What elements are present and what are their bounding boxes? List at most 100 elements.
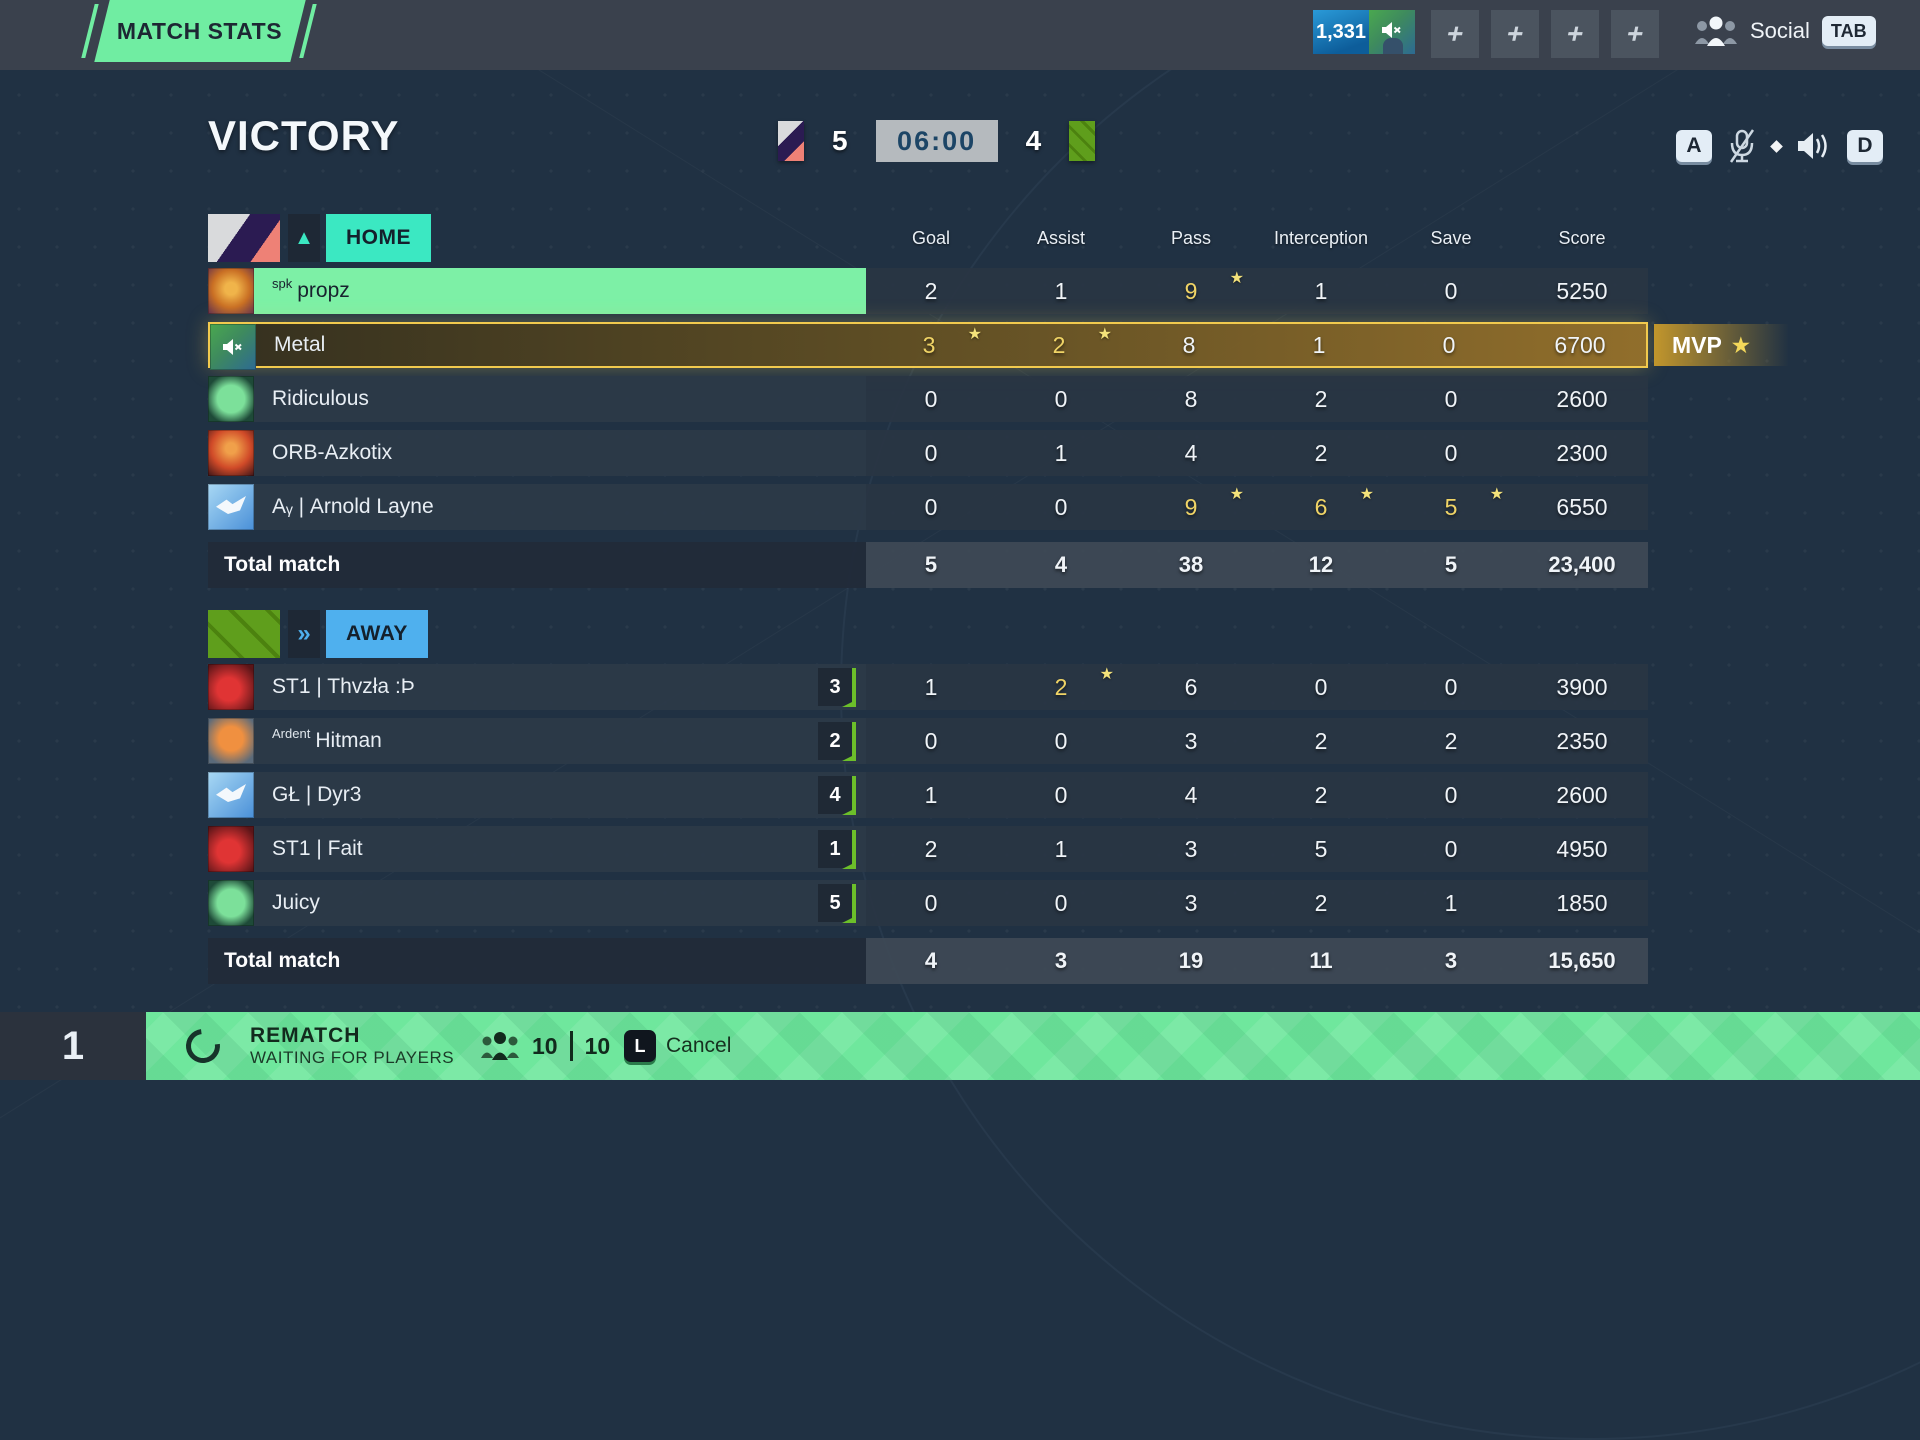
column-header-assist: Assist [1036, 227, 1085, 248]
stat-save: 0 [1444, 781, 1458, 808]
player-title-prefix: spk [272, 276, 293, 291]
player-name: Ridiculous [272, 387, 369, 410]
player-stats: 0 0 9 ★ 6 ★ 5 ★ 6550 [866, 484, 1648, 530]
player-row[interactable]: ORB-Azkotix 0 1 4 2 0 2300 [208, 430, 1648, 476]
player-stats: 1 0 4 2 0 2600 [866, 772, 1648, 818]
stat-goal: 4 [924, 948, 938, 973]
cancel-button[interactable]: L Cancel [624, 1030, 731, 1062]
stat-score: 3900 [1556, 673, 1608, 700]
star-icon: ★ [1359, 486, 1374, 503]
rematch-title: REMATCH [250, 1024, 361, 1047]
stat-goal: 0 [924, 385, 938, 412]
player-row[interactable]: Ardent Hitman 2 0 0 3 2 2 2350 [208, 718, 1648, 764]
rank-badge: 3 [818, 668, 856, 707]
speaker-icon[interactable] [1796, 130, 1832, 162]
player-name-cell: Aᵧ | Arnold Layne [254, 484, 866, 530]
player-avatar-cleat-red [208, 826, 254, 872]
player-stats: 0 0 8 2 0 2600 [866, 376, 1648, 422]
player-avatar-muted-player [210, 324, 256, 370]
social-label: Social [1750, 18, 1810, 43]
stat-save: 3 [1444, 948, 1458, 973]
match-timer: 06:00 [875, 120, 998, 162]
player-row[interactable]: GŁ | Dyr3 4 1 0 4 2 0 2600 [208, 772, 1648, 818]
stat-goal: 0 [924, 493, 938, 520]
player-name: ST1 | Thvzła :Þ [272, 675, 415, 698]
stat-goal: 0 [924, 727, 938, 754]
stat-assist: 4 [1054, 552, 1068, 577]
player-name-cell: GŁ | Dyr3 4 [254, 772, 866, 818]
player-name-cell: ST1 | Fait 1 [254, 826, 866, 872]
d-keycap[interactable]: D [1847, 130, 1883, 162]
player-row[interactable]: Juicy 5 0 0 3 2 1 1850 [208, 880, 1648, 926]
currency-counter: 1,331 [1313, 10, 1369, 54]
player-stats: 0 1 4 2 0 2300 [866, 430, 1648, 476]
add-party-slot-button[interactable]: + [1431, 10, 1479, 58]
player-name: Aᵧ | Arnold Layne [272, 495, 434, 518]
stat-assist: 0 [1054, 889, 1068, 916]
stat-score: 4950 [1556, 835, 1608, 862]
star-icon: ★ [1229, 486, 1244, 503]
star-icon: ★ [1229, 270, 1244, 287]
mvp-label: MVP [1672, 331, 1722, 358]
away-score: 4 [1025, 125, 1042, 156]
add-party-slot-button[interactable]: + [1551, 10, 1599, 58]
stat-assist: 2 ★ [1052, 326, 1112, 358]
match-stats-badge: MATCH STATS [94, 0, 306, 62]
voice-controls: A D [1676, 128, 1883, 164]
stat-pass: 8 [1184, 385, 1198, 412]
rank-badge: 4 [818, 776, 856, 815]
plus-icon: + [1563, 18, 1587, 49]
stat-column-headers: Goal Assist Pass Interception Save Score [866, 228, 1648, 249]
mic-muted-icon[interactable] [1727, 128, 1757, 164]
diamond-separator [1770, 139, 1783, 153]
stat-interception: 2 [1314, 439, 1328, 466]
total-match-label: Total match [208, 542, 866, 588]
stat-pass: 3 [1184, 889, 1198, 916]
player-avatar-thumbnail[interactable] [1369, 10, 1415, 54]
home-total-row: Total match 5 4 38 12 5 23,400 [208, 542, 1648, 588]
muted-speaker-icon [210, 324, 256, 370]
player-count: 10 10 [532, 1031, 610, 1061]
player-name: Hitman [315, 729, 382, 752]
player-row[interactable]: ST1 | Thvzła :Þ 3 1 2 ★ 6 0 0 3900 [208, 664, 1648, 710]
player-row[interactable]: ST1 | Fait 1 2 1 3 5 0 4950 [208, 826, 1648, 872]
stat-assist: 0 [1054, 385, 1068, 412]
stat-goal: 2 [924, 277, 938, 304]
l-keycap[interactable]: L [624, 1030, 656, 1062]
stat-score: 6550 [1556, 493, 1608, 520]
player-row[interactable]: Metal 3 ★ 2 ★ 8 1 0 6700 MVP ★ [208, 322, 1804, 370]
a-keycap[interactable]: A [1676, 130, 1712, 162]
stat-pass: 19 [1178, 948, 1204, 973]
waiting-status: WAITING FOR PLAYERS [250, 1048, 455, 1067]
stat-assist: 1 [1054, 439, 1068, 466]
stat-save: 0 [1444, 439, 1458, 466]
player-row[interactable]: Ridiculous 0 0 8 2 0 2600 [208, 376, 1648, 422]
stat-score: 5250 [1556, 277, 1608, 304]
stat-goal: 0 [924, 889, 938, 916]
star-icon: ★ [1099, 666, 1114, 683]
social-button[interactable]: Social TAB [1694, 14, 1876, 48]
rematch-status-block: REMATCH WAITING FOR PLAYERS [250, 1024, 454, 1068]
player-stats: 1 2 ★ 6 0 0 3900 [866, 664, 1648, 710]
rank-badge: 2 [818, 722, 856, 761]
rank-badge: 5 [818, 884, 856, 923]
stat-save: 5 [1444, 552, 1458, 577]
player-name-cell: Ridiculous [254, 376, 866, 422]
player-stats: 0 0 3 2 2 2350 [866, 718, 1648, 764]
stat-pass: 8 [1182, 331, 1196, 358]
player-row[interactable]: Aᵧ | Arnold Layne 0 0 9 ★ 6 ★ 5 ★ 6550 [208, 484, 1648, 530]
stat-save: 0 [1444, 277, 1458, 304]
match-result-title: VICTORY [208, 112, 400, 159]
players-ready: 10 [532, 1032, 558, 1059]
away-team-section: » AWAY ST1 | Thvzła :Þ 3 1 2 ★ 6 0 0 3900 Ardent H… [208, 610, 1648, 984]
plus-icon: + [1503, 18, 1527, 49]
home-rank-emblem: ▲ [288, 214, 320, 262]
home-team-section: ▲ HOME Goal Assist Pass Interception Save Sco… [208, 214, 1804, 588]
stat-interception: 11 [1309, 948, 1333, 973]
player-stats: 0 0 3 2 1 1850 [866, 880, 1648, 926]
tab-keycap[interactable]: TAB [1821, 16, 1876, 46]
add-party-slot-button[interactable]: + [1491, 10, 1539, 58]
away-team-flag [1069, 121, 1096, 161]
player-row[interactable]: spk propz 2 1 9 ★ 1 0 5250 [208, 268, 1648, 314]
add-party-slot-button[interactable]: + [1611, 10, 1659, 58]
